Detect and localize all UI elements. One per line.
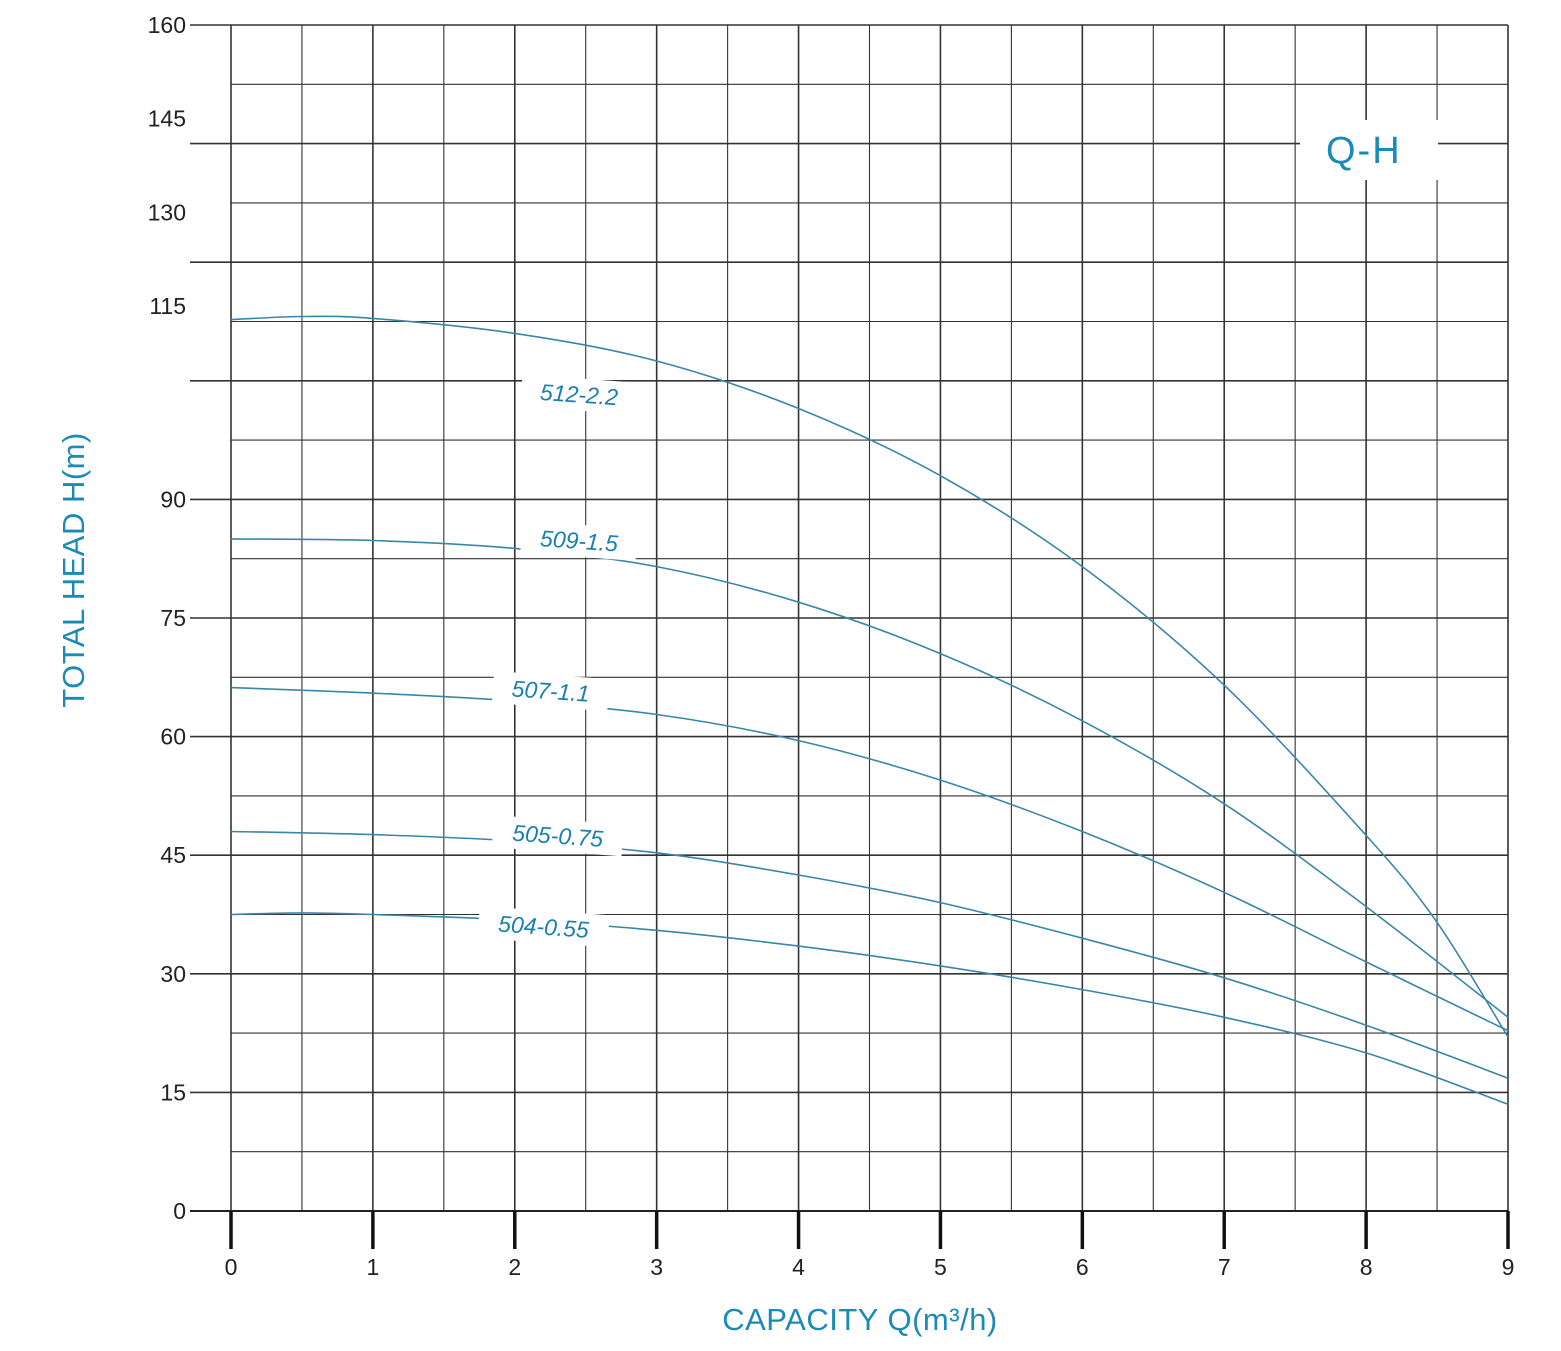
y-axis-title: TOTAL HEAD H(m) [56,432,91,708]
curve-label-512-2.2: 512-2.2 [539,379,619,410]
x-tick-label: 4 [792,1254,805,1280]
x-tick-label: 8 [1360,1254,1373,1280]
y-tick-label: 130 [148,199,186,225]
curve-label-507-1.1: 507-1.1 [511,675,591,706]
curve-504-0.55 [230,912,1509,1106]
x-axis-tick-marks [229,1211,1510,1249]
curve-label-bg [520,374,638,415]
curve-label-bg [491,671,610,712]
y-tick-label: 15 [160,1079,186,1105]
minor-gridlines [231,25,1508,1211]
curve-label-backgrounds [477,374,638,948]
pump-curves [230,315,1509,1106]
x-tick-label: 0 [225,1254,238,1280]
y-tick-label: 75 [160,605,186,631]
curve-505-0.75 [230,830,1509,1079]
x-tick-label: 1 [366,1254,379,1280]
curve-label-509-1.5: 509-1.5 [539,525,619,556]
curve-label-504-0.55: 504-0.55 [497,911,590,943]
x-tick-label: 7 [1218,1254,1231,1280]
curve-label-505-0.75: 505-0.75 [512,820,605,852]
curve-label-bg [491,815,624,857]
major-gridlines [190,24,1509,1212]
curve-label-bg [520,520,638,561]
curve-509-1.5 [230,538,1509,1018]
x-axis-title: CAPACITY Q(m³/h) [722,1302,998,1337]
y-tick-label: 160 [148,12,186,38]
curve-512-2.2 [230,315,1509,1038]
y-tick-label: 0 [173,1198,186,1224]
curve-labels: 512-2.2 509-1.5 507-1.1 505-0.75 504-0.55 [497,379,619,943]
chart-tag-background [1300,120,1438,180]
y-tick-label: 60 [160,724,186,750]
x-tick-label: 2 [508,1254,521,1280]
curve-507-1.1 [230,686,1509,1032]
x-tick-label: 9 [1502,1254,1515,1280]
x-tick-label: 3 [650,1254,663,1280]
y-tick-label: 45 [160,842,186,868]
chart-title: Q-H [1326,130,1402,172]
x-tick-label: 6 [1076,1254,1089,1280]
y-tick-label: 145 [148,106,186,132]
y-tick-label: 90 [160,486,186,512]
y-tick-label: 30 [160,961,186,987]
x-tick-label: 5 [934,1254,947,1280]
y-tick-label: 115 [149,293,186,319]
curve-label-bg [477,906,610,948]
